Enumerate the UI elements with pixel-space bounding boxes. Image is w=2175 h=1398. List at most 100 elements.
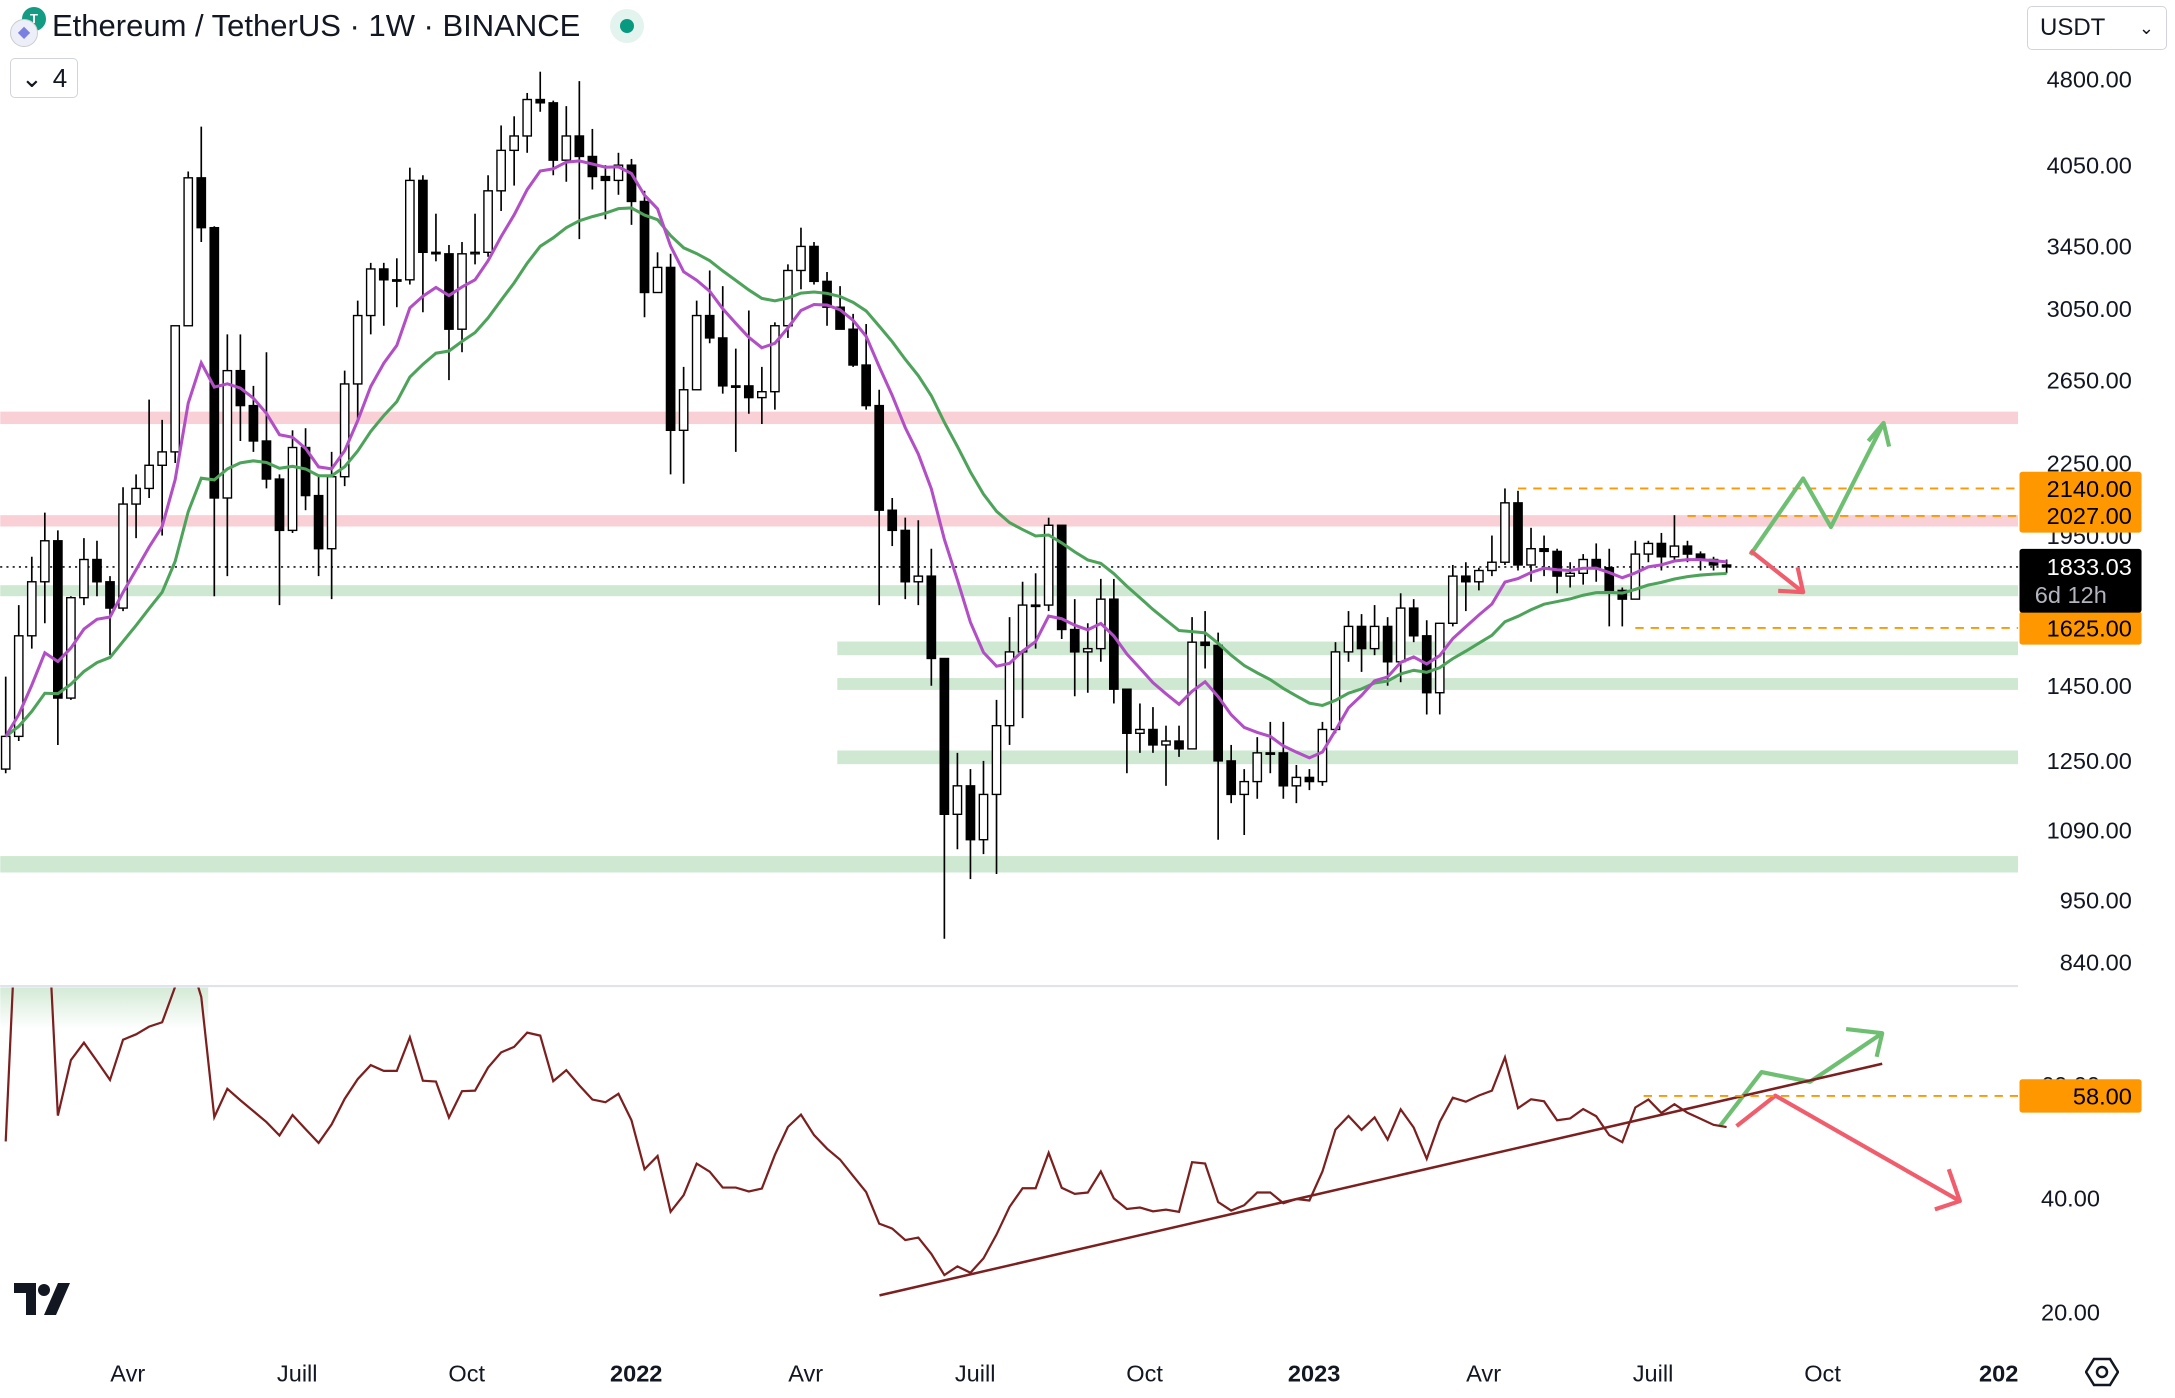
candle-body <box>665 266 676 432</box>
candle <box>965 769 976 880</box>
rsi-bullish-arrow[interactable] <box>1718 1031 1884 1128</box>
candle <box>874 389 885 606</box>
support-zone[interactable] <box>0 856 2019 873</box>
candle-body <box>1148 728 1158 746</box>
candle <box>704 270 715 344</box>
tradingview-logo-icon[interactable] <box>14 1283 72 1315</box>
bearish-projection-arrow-head[interactable] <box>1778 566 1806 595</box>
candle <box>561 106 572 182</box>
candle <box>391 258 402 308</box>
candle <box>26 556 37 649</box>
candle <box>496 125 506 211</box>
candle <box>1200 611 1210 669</box>
rsi-bullish-arrow-head[interactable] <box>1845 1027 1885 1058</box>
candle-body <box>887 509 898 532</box>
ema-fast-line <box>4 159 1727 760</box>
candle <box>1291 764 1302 804</box>
candle-body <box>0 735 11 770</box>
candle-body <box>405 179 415 281</box>
support-zone[interactable] <box>0 585 2019 597</box>
candle-body <box>1135 728 1145 734</box>
candle-body <box>418 179 428 254</box>
rsi-level-badge: 58.00 <box>2073 1083 2132 1109</box>
candle-body <box>900 529 911 583</box>
candle-body <box>1591 558 1602 569</box>
candle-body <box>105 581 115 609</box>
candle <box>457 242 467 353</box>
candle <box>222 334 233 577</box>
candle-body <box>92 558 102 583</box>
candle-body <box>1174 740 1184 750</box>
chart-settings-icon[interactable] <box>2085 1355 2119 1389</box>
candle <box>1030 573 1041 649</box>
candle <box>1395 593 1406 683</box>
currency-select[interactable]: USDT ⌄ <box>2027 6 2167 50</box>
candle <box>1382 617 1393 686</box>
candle-body <box>1291 776 1302 787</box>
candle-body <box>1108 598 1119 690</box>
rsi-bearish-arrow-head[interactable] <box>1934 1168 1962 1212</box>
time-tick-label: Juill <box>1633 1360 1674 1386</box>
candle <box>952 752 963 850</box>
candle <box>274 474 285 606</box>
resistance-zone[interactable] <box>0 411 2019 425</box>
candle <box>743 310 754 414</box>
candle-body <box>561 135 572 161</box>
indicators-toggle-button[interactable]: ⌄ 4 <box>10 58 79 98</box>
candle-body <box>913 575 924 583</box>
candle-body <box>1539 548 1549 553</box>
candle-body <box>848 328 858 366</box>
candle-body <box>600 175 611 182</box>
candle <box>926 548 937 686</box>
time-tick-label: Oct <box>1804 1360 1841 1386</box>
symbol-title[interactable]: Ethereum / TetherUS · 1W · BINANCE <box>52 8 581 43</box>
rsi-bearish-arrow[interactable] <box>1735 1093 1961 1203</box>
candle-body <box>1395 607 1406 663</box>
candle-body <box>743 385 754 399</box>
candle <box>1604 548 1615 627</box>
rsi-tick-label: 40.00 <box>2041 1186 2100 1212</box>
candle <box>1460 562 1471 612</box>
candle <box>53 530 63 745</box>
rsi-overbought-fill <box>0 987 209 1030</box>
bullish-projection-arrow[interactable] <box>1748 422 1886 556</box>
time-tick-label: 2022 <box>610 1360 662 1386</box>
candle-body <box>1317 728 1328 783</box>
candle-body <box>991 724 1002 796</box>
candle-body <box>926 575 937 660</box>
bullish-projection-arrow-head[interactable] <box>1866 420 1892 448</box>
price-axis[interactable]: 4800.004050.003450.003050.002650.002250.… <box>2019 66 2142 1325</box>
candle <box>1643 540 1654 563</box>
candle-body <box>587 155 598 178</box>
candle <box>1226 744 1237 804</box>
candle <box>900 517 911 600</box>
candle-body <box>1513 502 1523 566</box>
candle <box>913 520 924 606</box>
candle <box>1343 611 1354 662</box>
rsi-trendline[interactable] <box>879 1062 1883 1297</box>
projection-drawings[interactable] <box>1718 420 1962 1212</box>
bearish-projection-arrow[interactable] <box>1749 548 1805 594</box>
symbol-header[interactable]: T ◆ Ethereum / TetherUS · 1W · BINANCE <box>10 7 645 47</box>
candle-body <box>1161 740 1171 746</box>
candle <box>1213 632 1224 840</box>
candle-body <box>1500 502 1510 563</box>
candle <box>626 158 637 225</box>
candle <box>1278 721 1289 799</box>
time-axis[interactable]: Avr Juill Oct 2022 Avr Juill Oct 2023 Avr Juill Oc… <box>110 1360 2018 1386</box>
price-level-badge-background <box>2019 611 2142 645</box>
candle-body <box>26 581 37 637</box>
candle-body <box>809 245 819 283</box>
ema-slow-line <box>4 206 1727 738</box>
market-open-status-icon[interactable] <box>610 9 645 43</box>
candle-body <box>1460 575 1471 583</box>
candle-body <box>717 337 728 387</box>
support-zone[interactable] <box>837 750 2019 765</box>
candle <box>509 116 520 186</box>
candle-body <box>1343 625 1354 653</box>
candle <box>418 175 428 313</box>
candle <box>822 272 832 326</box>
candle <box>405 167 415 285</box>
price-level-badge-background <box>2019 499 2142 533</box>
